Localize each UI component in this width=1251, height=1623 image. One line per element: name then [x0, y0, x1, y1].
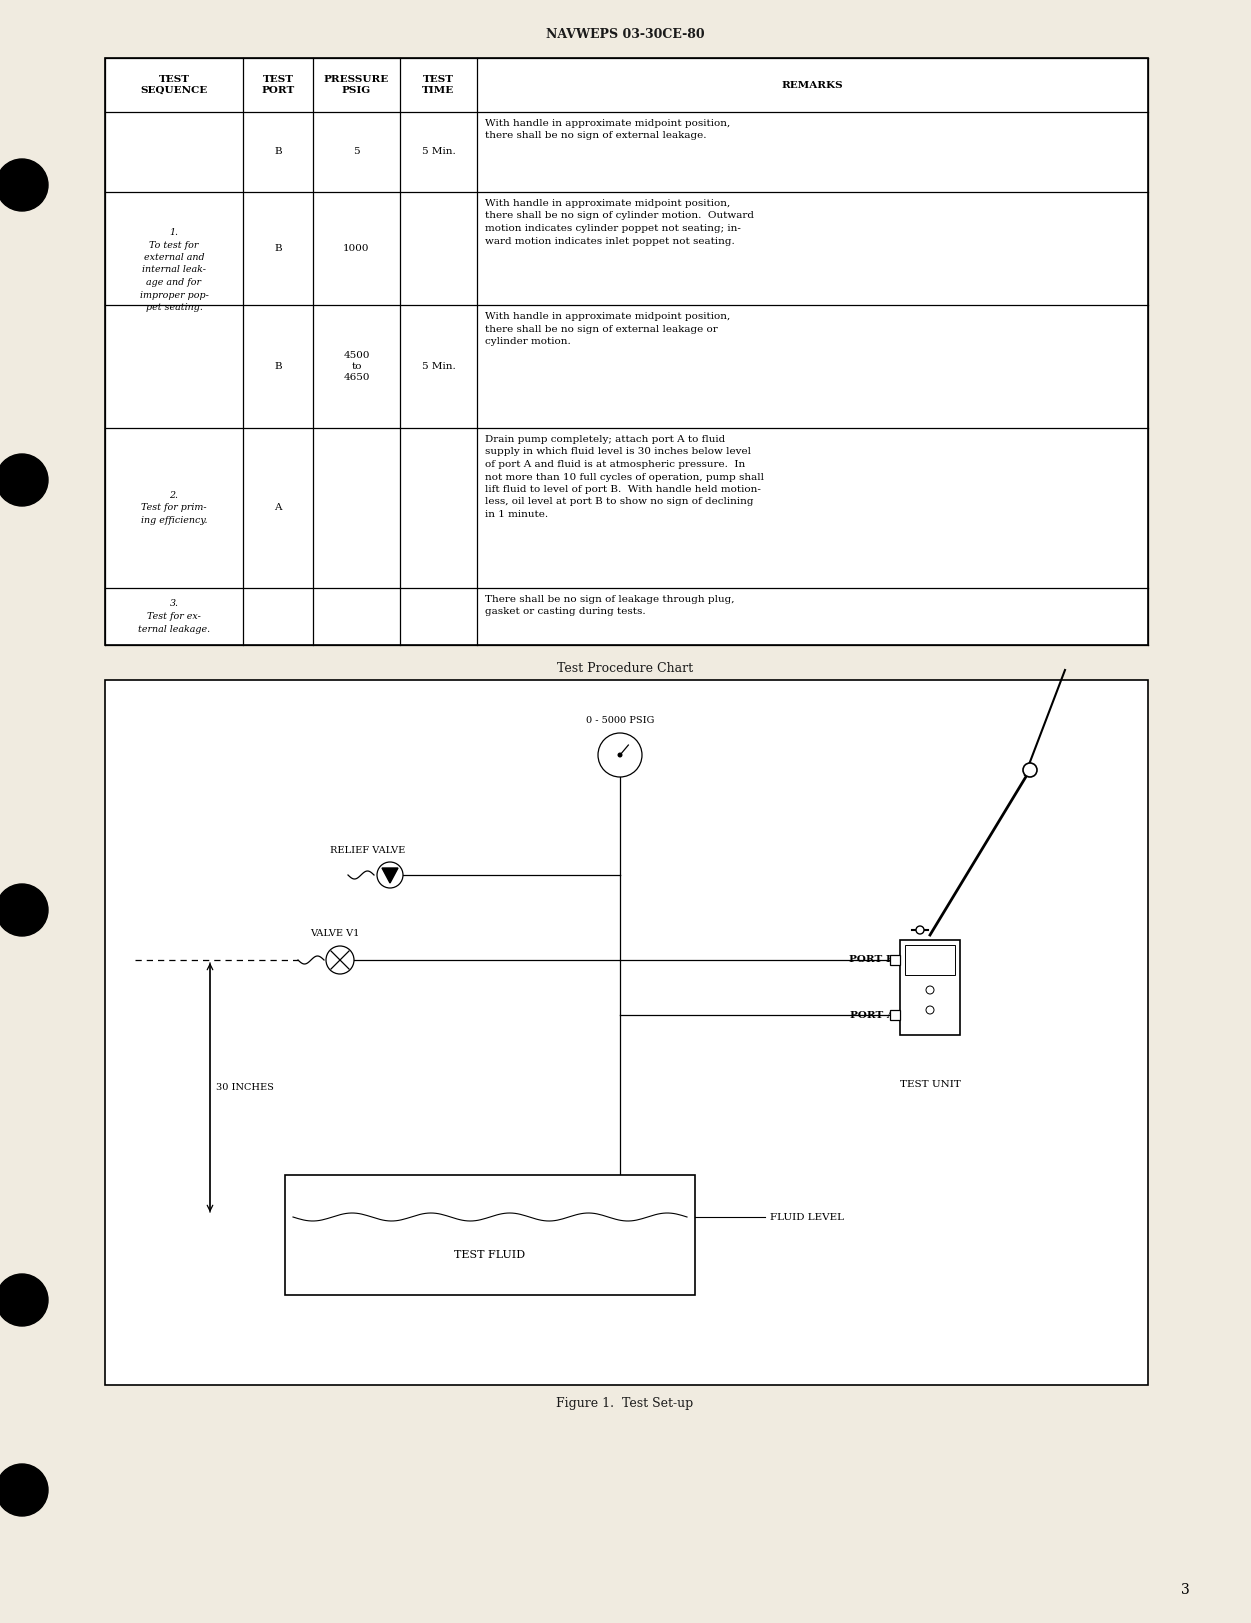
Text: With handle in approximate midpoint position,
there shall be no sign of cylinder: With handle in approximate midpoint posi…: [485, 200, 754, 245]
Text: 2.
Test for prim-
ing efficiency.: 2. Test for prim- ing efficiency.: [141, 492, 208, 524]
Bar: [889, 1010, 899, 1019]
Text: There shall be no sign of leakage through plug,
gasket or casting during tests.: There shall be no sign of leakage throug…: [485, 596, 734, 617]
Text: B: B: [274, 362, 281, 372]
Text: PORT A: PORT A: [851, 1011, 894, 1019]
Polygon shape: [382, 868, 398, 883]
Text: Figure 1.  Test Set-up: Figure 1. Test Set-up: [557, 1396, 693, 1409]
Circle shape: [377, 862, 403, 888]
Circle shape: [0, 454, 48, 506]
Text: Test Procedure Chart: Test Procedure Chart: [557, 662, 693, 675]
Text: TEST UNIT: TEST UNIT: [899, 1079, 961, 1089]
Circle shape: [0, 159, 48, 211]
Text: TEST
SEQUENCE: TEST SEQUENCE: [140, 75, 208, 94]
Circle shape: [1023, 763, 1037, 777]
Bar: [285, 1175, 696, 1295]
Text: VALVE V1: VALVE V1: [310, 928, 360, 938]
Text: TEST FLUID: TEST FLUID: [454, 1250, 525, 1259]
Text: FLUID LEVEL: FLUID LEVEL: [771, 1212, 844, 1222]
Text: With handle in approximate midpoint position,
there shall be no sign of external: With handle in approximate midpoint posi…: [485, 118, 731, 141]
Text: TEST
TIME: TEST TIME: [423, 75, 454, 94]
Circle shape: [0, 1464, 48, 1516]
Bar: [899, 940, 960, 1035]
Text: 4500
to
4650: 4500 to 4650: [343, 351, 370, 381]
Text: With handle in approximate midpoint position,
there shall be no sign of external: With handle in approximate midpoint posi…: [485, 312, 731, 346]
Text: 3: 3: [1181, 1582, 1190, 1597]
Text: B: B: [274, 148, 281, 156]
Bar: [105, 680, 1148, 1384]
Text: RELIEF VALVE: RELIEF VALVE: [330, 846, 405, 855]
Bar: [105, 58, 1148, 644]
Circle shape: [0, 1274, 48, 1326]
Text: PRESSURE
PSIG: PRESSURE PSIG: [324, 75, 389, 94]
Text: NAVWEPS 03-30CE-80: NAVWEPS 03-30CE-80: [545, 29, 704, 42]
Text: 5 Min.: 5 Min.: [422, 362, 455, 372]
Bar: [889, 954, 899, 966]
Circle shape: [327, 946, 354, 974]
Circle shape: [0, 885, 48, 936]
Circle shape: [916, 927, 924, 933]
Text: 1000: 1000: [343, 243, 370, 253]
Text: 3.
Test for ex-
ternal leakage.: 3. Test for ex- ternal leakage.: [138, 599, 210, 633]
Text: 30 INCHES: 30 INCHES: [216, 1083, 274, 1092]
Text: TEST
PORT: TEST PORT: [261, 75, 295, 94]
Bar: [105, 58, 1148, 644]
Text: B: B: [274, 243, 281, 253]
Text: 5 Min.: 5 Min.: [422, 148, 455, 156]
Text: PORT B: PORT B: [849, 956, 894, 964]
Circle shape: [598, 734, 642, 777]
Text: REMARKS: REMARKS: [782, 81, 843, 89]
Text: A: A: [274, 503, 281, 513]
Text: 1.
To test for
external and
internal leak-
age and for
improper pop-
pet seating: 1. To test for external and internal lea…: [140, 227, 209, 312]
Text: 5: 5: [353, 148, 360, 156]
Text: Drain pump completely; attach port A to fluid
supply in which fluid level is 30 : Drain pump completely; attach port A to …: [485, 435, 764, 519]
Bar: [904, 945, 955, 975]
Text: 0 - 5000 PSIG: 0 - 5000 PSIG: [585, 716, 654, 725]
Circle shape: [618, 753, 623, 758]
